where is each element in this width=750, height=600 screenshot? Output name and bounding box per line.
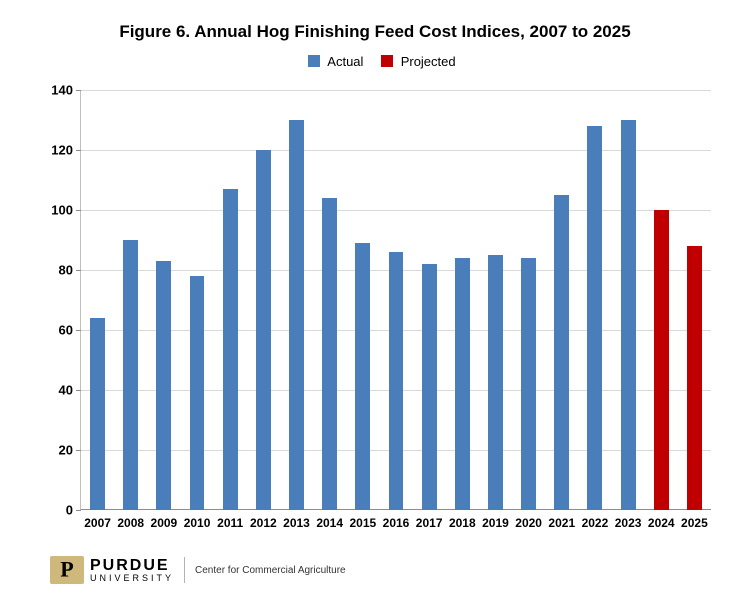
legend-label-projected: Projected (401, 54, 456, 69)
x-tick-label: 2018 (449, 516, 476, 530)
gridline (81, 90, 711, 91)
y-tick-label: 120 (41, 143, 73, 158)
bar-2007 (90, 318, 105, 510)
x-tick-label: 2010 (184, 516, 211, 530)
x-tick-label: 2024 (648, 516, 675, 530)
bar-2018 (455, 258, 470, 510)
x-tick-label: 2017 (416, 516, 443, 530)
chart-container: Figure 6. Annual Hog Finishing Feed Cost… (0, 0, 750, 600)
footer-divider (184, 557, 185, 583)
y-tick-mark (76, 90, 81, 91)
y-tick-label: 60 (41, 323, 73, 338)
bar-2024 (654, 210, 669, 510)
x-tick-label: 2023 (615, 516, 642, 530)
y-tick-label: 140 (41, 83, 73, 98)
x-tick-label: 2019 (482, 516, 509, 530)
x-tick-label: 2008 (117, 516, 144, 530)
y-tick-label: 0 (41, 503, 73, 518)
brand-text: PURDUE UNIVERSITY (90, 558, 174, 583)
bar-2014 (322, 198, 337, 510)
x-tick-label: 2013 (283, 516, 310, 530)
x-tick-label: 2009 (151, 516, 178, 530)
legend-label-actual: Actual (327, 54, 363, 69)
bar-2019 (488, 255, 503, 510)
y-tick-mark (76, 330, 81, 331)
chart-title: Figure 6. Annual Hog Finishing Feed Cost… (0, 22, 750, 42)
gridline (81, 210, 711, 211)
y-tick-mark (76, 270, 81, 271)
bar-2013 (289, 120, 304, 510)
brand-bottom: UNIVERSITY (90, 574, 174, 583)
bar-2012 (256, 150, 271, 510)
x-tick-label: 2022 (582, 516, 609, 530)
y-tick-label: 40 (41, 383, 73, 398)
bar-2011 (223, 189, 238, 510)
chart-legend: Actual Projected (0, 54, 750, 69)
x-tick-label: 2007 (84, 516, 111, 530)
legend-swatch-actual (308, 55, 320, 67)
y-tick-mark (76, 510, 81, 511)
gridline (81, 150, 711, 151)
y-tick-label: 20 (41, 443, 73, 458)
footer: PURDUE UNIVERSITY Center for Commercial … (50, 556, 346, 584)
bar-2009 (156, 261, 171, 510)
bar-2023 (621, 120, 636, 510)
y-tick-label: 80 (41, 263, 73, 278)
bar-2021 (554, 195, 569, 510)
purdue-logo: PURDUE UNIVERSITY (50, 556, 174, 584)
bar-2008 (123, 240, 138, 510)
brand-top: PURDUE (90, 558, 174, 574)
legend-swatch-projected (381, 55, 393, 67)
y-tick-mark (76, 150, 81, 151)
y-tick-mark (76, 390, 81, 391)
x-tick-label: 2015 (349, 516, 376, 530)
x-tick-label: 2021 (548, 516, 575, 530)
x-tick-label: 2020 (515, 516, 542, 530)
y-tick-mark (76, 450, 81, 451)
bar-2015 (355, 243, 370, 510)
purdue-p-icon (50, 556, 84, 584)
x-tick-label: 2016 (383, 516, 410, 530)
x-tick-label: 2014 (316, 516, 343, 530)
y-tick-label: 100 (41, 203, 73, 218)
bar-2016 (389, 252, 404, 510)
bar-2010 (190, 276, 205, 510)
x-tick-label: 2012 (250, 516, 277, 530)
bar-2020 (521, 258, 536, 510)
bar-2022 (587, 126, 602, 510)
bar-2025 (687, 246, 702, 510)
footer-sub-brand: Center for Commercial Agriculture (195, 565, 346, 576)
plot-area: 0204060801001201402007200820092010201120… (80, 90, 711, 510)
y-tick-mark (76, 210, 81, 211)
x-tick-label: 2011 (217, 516, 243, 530)
bar-2017 (422, 264, 437, 510)
x-tick-label: 2025 (681, 516, 708, 530)
